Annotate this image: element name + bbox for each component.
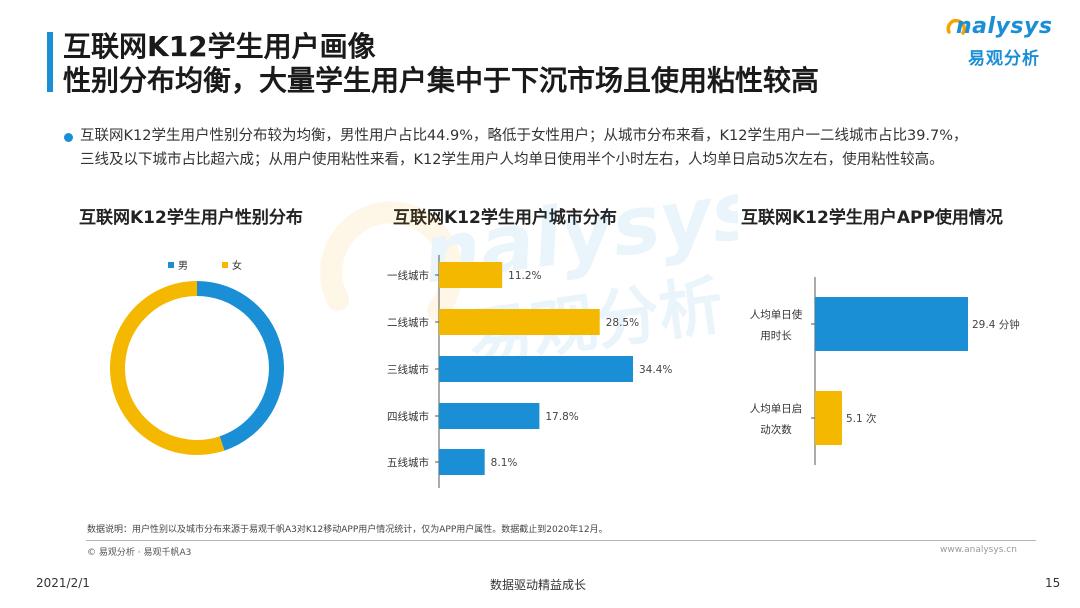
legend-swatch [222, 262, 228, 268]
data-label: 8.1% [491, 457, 518, 469]
legend-label: 女 [232, 259, 242, 272]
summary-line: 互联网K12学生用户性别分布较为均衡，男性用户占比44.9%，略低于女性用户；从… [80, 128, 968, 144]
bar [439, 262, 503, 288]
category-label: 三线城市 [387, 363, 429, 376]
category-label: 动次数 [760, 423, 792, 436]
category-label: 一线城市 [387, 269, 429, 282]
gender-donut-chart: 男女 [109, 259, 284, 456]
bar [439, 309, 600, 335]
legend-swatch [168, 262, 174, 268]
data-label: 34.4% [639, 364, 672, 376]
summary-line: 三线及以下城市占比超六成；从用户使用粘性来看，K12学生用户人均单日使用半个小时… [80, 152, 944, 168]
data-label: 29.4 分钟 [972, 318, 1020, 331]
donut-slice [109, 281, 225, 456]
category-label: 五线城市 [387, 456, 429, 469]
bar [815, 297, 968, 351]
city-chart-title: 互联网K12学生用户城市分布 [393, 208, 617, 228]
data-label: 5.1 次 [846, 412, 877, 425]
title-accent-bar [47, 32, 53, 92]
logo-wordmark: nalysys [956, 14, 1053, 39]
bullet-dot [64, 133, 73, 142]
footer-date: 2021/2/1 [36, 576, 90, 590]
bar [439, 356, 633, 382]
logo-swoosh-icon [946, 18, 967, 35]
data-label: 28.5% [606, 317, 639, 329]
bar [815, 391, 842, 445]
footer-slogan: 数据驱动精益成长 [490, 578, 587, 592]
copyright: © 易观分析 · 易观千帆A3 [87, 548, 192, 558]
summary-text: 互联网K12学生用户性别分布较为均衡，男性用户占比44.9%，略低于女性用户；从… [80, 124, 1070, 172]
category-label: 二线城市 [387, 316, 429, 329]
analysys-logo: nalysys 易观分析 [946, 14, 1058, 74]
page-title-line2: 性别分布均衡，大量学生用户集中于下沉市场且使用粘性较高 [63, 64, 820, 97]
data-note: 数据说明：用户性别以及城市分布来源于易观千帆A3对K12移动APP用户情况统计，… [87, 525, 608, 535]
page-number: 15 [1045, 576, 1061, 590]
city-bar-chart: 一线城市 11.2% 二线城市 28.5% 三线城市 34.4% 四线城市 17.8% 五线城市… [387, 255, 672, 488]
page-title-line1: 互联网K12学生用户画像 [63, 30, 376, 63]
gender-chart-title: 互联网K12学生用户性别分布 [79, 208, 303, 228]
charts-canvas: 男女 一线城市 11.2%二线城市 28.5%三线城市 34.4%四线城市 17.8%五… [109, 255, 1020, 488]
footer-divider [86, 540, 1036, 541]
page-title: 互联网K12学生用户画像 性别分布均衡，大量学生用户集中于下沉市场且使用粘性较高 [63, 30, 819, 98]
data-label: 11.2% [508, 270, 541, 282]
category-label: 人均单日启 [750, 402, 803, 415]
footer-brand-url: www.analysys.cn [940, 545, 1017, 555]
usage-chart-title: 互联网K12学生用户APP使用情况 [741, 208, 1003, 228]
bar [439, 449, 485, 475]
donut-slice [197, 281, 284, 451]
legend-label: 男 [178, 260, 188, 272]
category-label: 人均单日使 [750, 308, 803, 321]
data-label: 17.8% [545, 411, 578, 423]
bar [439, 403, 540, 429]
category-label: 四线城市 [387, 410, 429, 423]
category-label: 用时长 [760, 330, 792, 342]
logo-chinese: 易观分析 [968, 49, 1040, 69]
